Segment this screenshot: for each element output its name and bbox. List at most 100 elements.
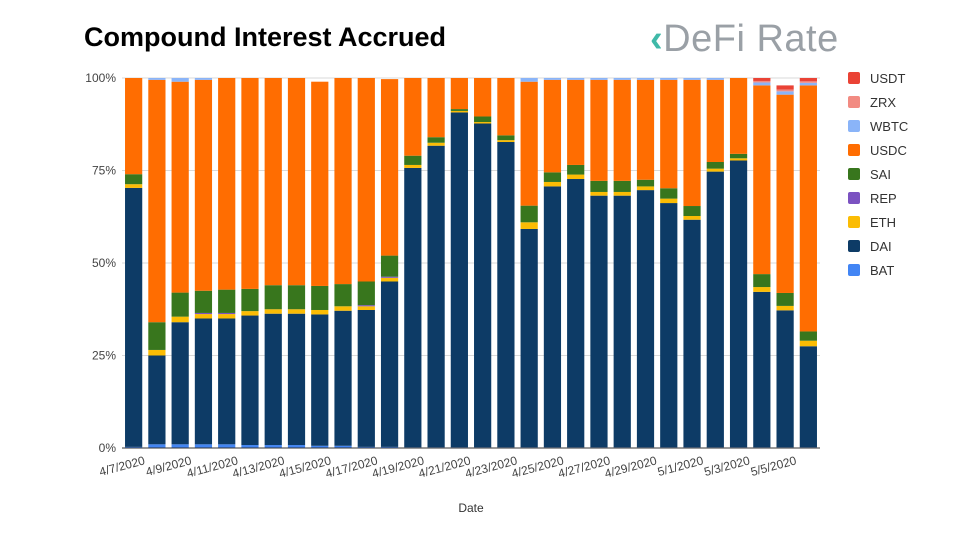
bar-segment-wbtc xyxy=(753,82,771,86)
bar-segment-sai xyxy=(543,172,562,182)
bar-segment-dai xyxy=(218,318,236,445)
bar-segment-dai xyxy=(287,313,306,446)
bar-segment-dai xyxy=(357,309,375,447)
bar-segment-eth xyxy=(706,168,724,172)
bar-segment-dai xyxy=(543,186,562,448)
bar-stack xyxy=(753,78,771,448)
bar-segment-sai xyxy=(427,137,445,143)
bar-stack xyxy=(567,78,585,448)
bar-segment-sai xyxy=(660,188,678,199)
bar-segment-eth xyxy=(241,311,259,316)
bar-segment-dai xyxy=(474,123,492,448)
bar-segment-wbtc xyxy=(543,78,562,80)
bar-segment-dai xyxy=(264,313,282,446)
bar-segment-sai xyxy=(380,255,399,277)
bar-segment-bat xyxy=(287,445,306,448)
bar-segment-usdc xyxy=(450,78,468,110)
bar-segment-sai xyxy=(799,331,817,341)
logo-mark-icon: ‹ xyxy=(650,18,664,60)
bar-segment-wbtc xyxy=(148,78,166,80)
bar-stack xyxy=(799,78,817,448)
bar-stack xyxy=(125,78,143,448)
bar-segment-sai xyxy=(334,284,352,307)
bar-segment-eth xyxy=(311,309,329,315)
bar-segment-dai xyxy=(706,171,724,448)
x-tick-label: 4/29/2020 xyxy=(603,453,659,480)
bar-segment-usdc xyxy=(567,79,585,165)
x-axis-ticks: 4/7/20204/9/20204/11/20204/13/20204/15/2… xyxy=(98,453,799,480)
legend-swatch xyxy=(848,216,860,228)
bar-segment-dai xyxy=(497,142,515,448)
x-tick-label: 5/1/2020 xyxy=(656,453,705,479)
bar-stack xyxy=(613,78,631,448)
legend-swatch xyxy=(848,72,860,84)
legend-swatch xyxy=(848,144,860,156)
y-tick-label: 0% xyxy=(99,441,117,455)
bar-segment-bat xyxy=(171,444,189,448)
bar-segment-usdc xyxy=(357,78,375,282)
bar-segment-dai xyxy=(590,195,608,448)
bar-stack xyxy=(171,78,189,448)
y-tick-label: 50% xyxy=(92,256,116,270)
bar-stack xyxy=(218,78,236,448)
bar-stack xyxy=(660,78,678,448)
bar-segment-usdc xyxy=(404,78,422,156)
bar-stack xyxy=(357,78,375,448)
y-axis-ticks: 0% 25% 50% 75% 100% xyxy=(85,71,116,455)
bar-segment-usdt xyxy=(753,78,771,81)
bar-segment-bat xyxy=(218,444,236,448)
bar-stack xyxy=(194,78,213,448)
legend-label: SAI xyxy=(870,167,891,182)
x-tick-label: 5/3/2020 xyxy=(703,453,752,479)
bar-segment-usdc xyxy=(148,79,166,323)
bar-segment-usdc xyxy=(311,81,329,286)
bar-segment-eth xyxy=(799,340,817,347)
logo-text: DeFi Rate xyxy=(663,18,839,60)
bar-segment-rep xyxy=(218,312,236,315)
bar-segment-wbtc xyxy=(799,82,817,86)
legend-swatch xyxy=(848,168,860,180)
bar-segment-dai xyxy=(311,314,329,446)
bar-segment-usdt xyxy=(776,85,794,90)
legend-item-wbtc: WBTC xyxy=(848,119,908,134)
bar-stack xyxy=(474,78,492,448)
legend-item-rep: REP xyxy=(848,191,897,206)
bar-segment-sai xyxy=(148,322,166,350)
bar-segment-rep xyxy=(380,276,399,278)
y-tick-label: 75% xyxy=(92,164,116,178)
bar-segment-wbtc xyxy=(520,78,538,82)
bar-segment-bat xyxy=(148,444,166,448)
bar-segment-usdc xyxy=(241,78,259,289)
bar-segment-dai xyxy=(683,219,701,448)
x-axis-label: Date xyxy=(458,501,484,515)
bar-segment-bat xyxy=(241,445,259,448)
bar-stack xyxy=(334,78,352,448)
bar-segment-usdc xyxy=(729,78,748,154)
bar-segment-usdt xyxy=(799,78,817,82)
bar-stack xyxy=(311,81,329,448)
bar-stack xyxy=(287,78,306,448)
bar-segment-eth xyxy=(520,222,538,229)
bar-stack xyxy=(148,78,166,448)
bar-stack xyxy=(729,78,748,448)
bar-segment-bat xyxy=(311,445,329,448)
legend-item-dai: DAI xyxy=(848,239,892,254)
bar-segment-sai xyxy=(311,285,329,310)
bar-segment-sai xyxy=(194,290,213,313)
bar-segment-dai xyxy=(427,145,445,448)
bar-stack xyxy=(427,78,445,448)
legend-item-sai: SAI xyxy=(848,167,891,182)
x-tick-label: 4/7/2020 xyxy=(98,453,147,479)
bar-segment-usdc xyxy=(706,79,724,162)
bar-segment-sai xyxy=(264,285,282,310)
bar-segment-dai xyxy=(194,318,213,445)
bar-segment-dai xyxy=(404,167,422,448)
bar-segment-zrx xyxy=(776,89,794,92)
legend-label: ZRX xyxy=(870,95,896,110)
bar-segment-bat xyxy=(194,444,213,448)
legend-label: WBTC xyxy=(870,119,908,134)
bar-segment-wbtc xyxy=(613,78,631,80)
bar-segment-sai xyxy=(520,205,538,223)
bar-segment-usdc xyxy=(194,79,213,291)
bar-segment-usdc xyxy=(613,79,631,181)
